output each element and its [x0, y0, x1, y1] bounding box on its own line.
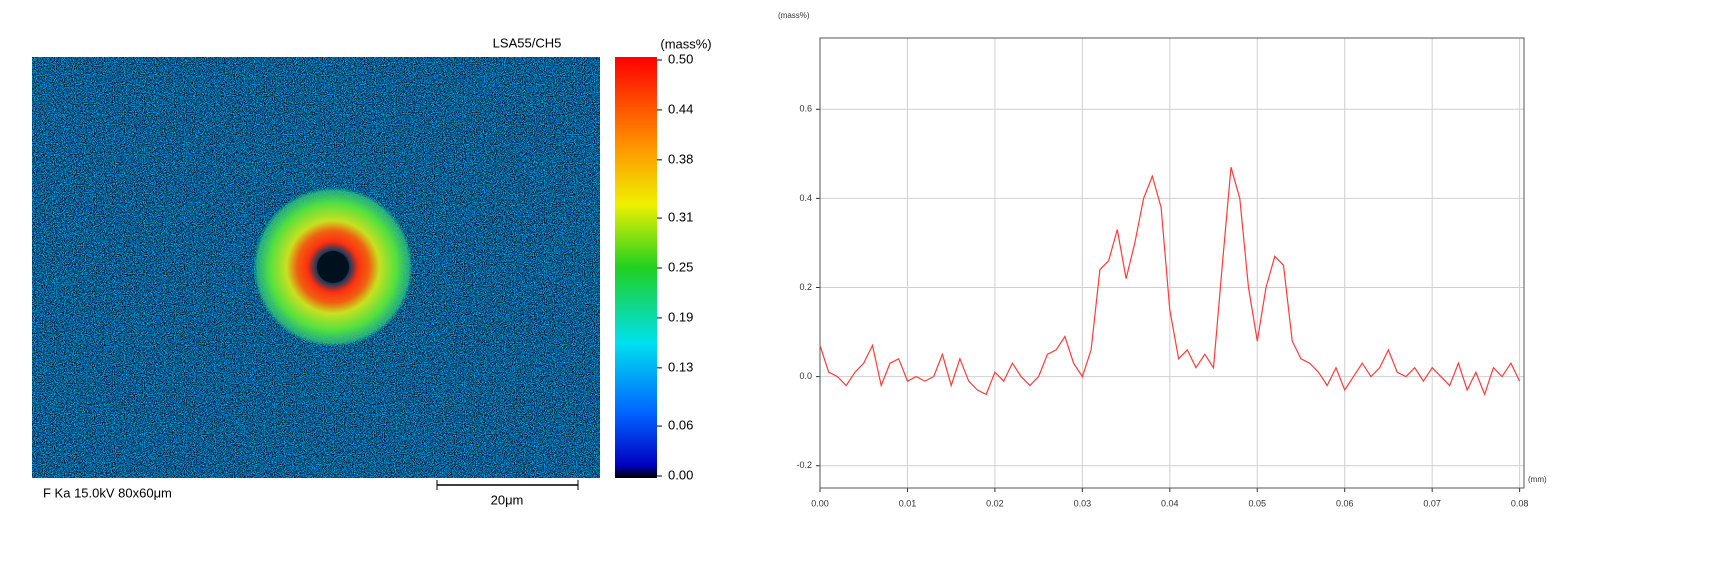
colorbar-tick-label: 0.44	[668, 101, 693, 116]
y-tick-label: 0.2	[799, 282, 812, 292]
x-tick-label: 0.05	[1249, 498, 1267, 508]
map-info: F Ka 15.0kV 80x60μm	[43, 485, 172, 500]
x-unit: (mm)	[1528, 475, 1547, 484]
x-tick-label: 0.06	[1336, 498, 1354, 508]
x-tick-label: 0.03	[1074, 498, 1092, 508]
x-tick-label: 0.00	[811, 498, 829, 508]
colorbar-tick-label: 0.19	[668, 309, 693, 324]
y-tick-label: 0.6	[799, 104, 812, 114]
plot-frame	[819, 37, 1525, 489]
x-tick-label: 0.01	[899, 498, 917, 508]
y-tick-label: 0.0	[799, 371, 812, 381]
colorbar-tick-label: 0.25	[668, 259, 693, 274]
line-chart: -0.2 0.0 0.2 0.4 0.6 0.00 0.01 0.02 0.03 0.04 0.05…	[778, 11, 1547, 508]
colorbar-tick-label: 0.31	[668, 210, 693, 225]
colorbar-tick-label: 0.50	[668, 51, 693, 66]
y-unit: (mass%)	[778, 11, 810, 20]
x-tick-label: 0.02	[986, 498, 1004, 508]
x-tick-label: 0.07	[1423, 498, 1441, 508]
y-tick-label: -0.2	[796, 460, 812, 470]
colorbar-tick-label: 0.06	[668, 418, 693, 433]
map-core	[317, 251, 349, 283]
y-tick-label: 0.4	[799, 193, 812, 203]
map-label: LSA55/CH5	[493, 35, 562, 50]
colorbar-tick-label: 0.13	[668, 359, 693, 374]
colorbar-tick-label: 0.00	[668, 467, 693, 482]
colorbar	[615, 57, 657, 478]
element-map	[32, 57, 600, 478]
data-line	[819, 167, 1521, 397]
x-tick-label: 0.08	[1511, 498, 1529, 508]
scale-bar-label: 20μm	[491, 492, 524, 507]
x-tick-label: 0.04	[1161, 498, 1179, 508]
colorbar-tick-label: 0.38	[668, 151, 693, 166]
colorbar-title: (mass%)	[660, 36, 711, 51]
